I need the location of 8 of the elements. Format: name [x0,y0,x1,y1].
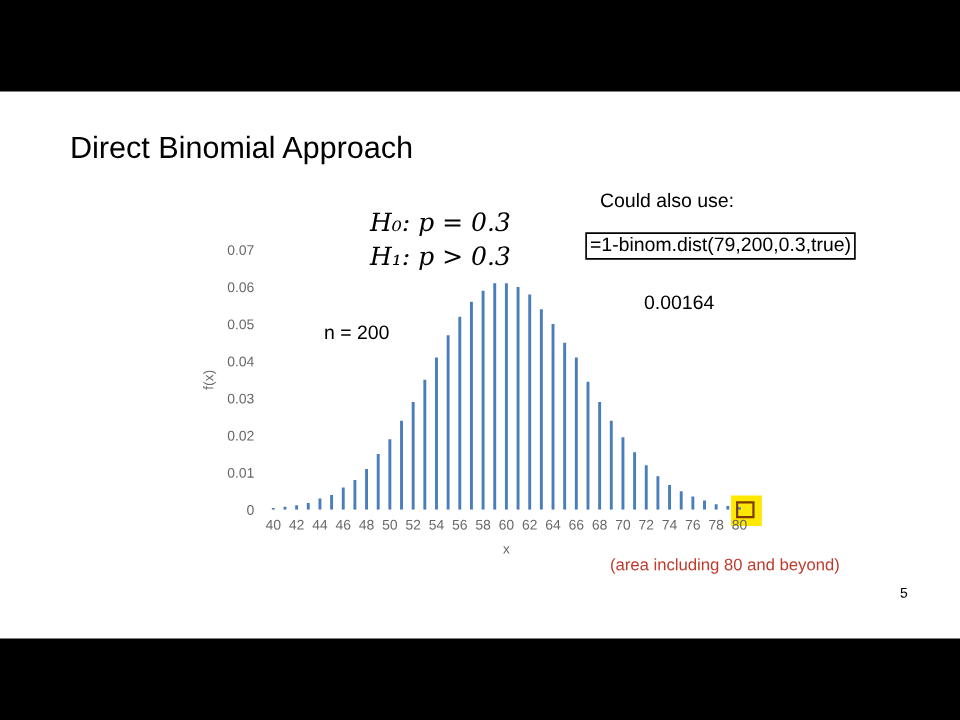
text: Could also use: [600,192,733,208]
annotation: n = 200 [325,325,389,340]
text: (area including 80 and beyond) [611,558,839,574]
annotation: H₁: p > 0.3 [369,246,510,271]
chart-title: Direct Binomial Approach [72,135,412,165]
text: H₀: p = 0.3 [369,212,510,237]
annotation: =1-binom.dist(79,200,0.3,true) [590,236,850,256]
annotation: 0.00164 [644,295,714,310]
